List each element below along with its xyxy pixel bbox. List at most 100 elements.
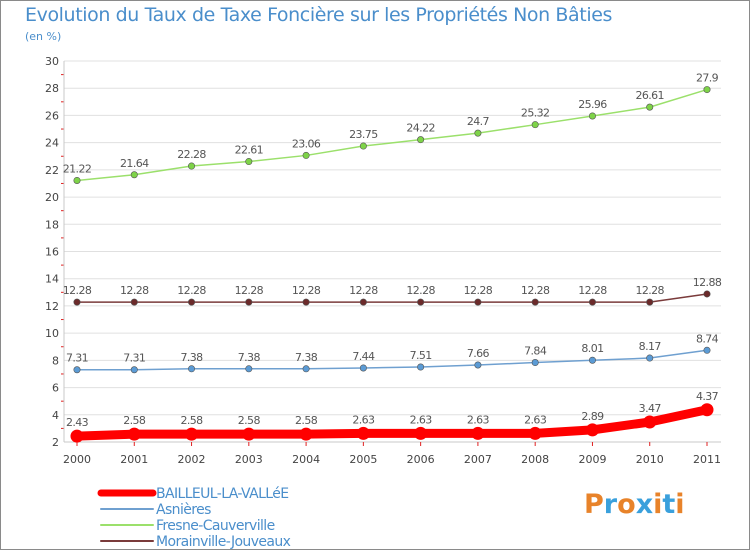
data-point <box>646 298 654 306</box>
data-point <box>73 298 81 306</box>
y-tick-label: 18 <box>45 218 59 231</box>
logo-letter: t <box>662 489 676 520</box>
data-label: 2.58 <box>238 414 261 427</box>
y-tick-label: 24 <box>45 137 59 150</box>
data-label: 12.28 <box>464 284 493 297</box>
data-point <box>414 426 428 440</box>
series-line-asni-res <box>76 349 708 371</box>
y-tick-label: 22 <box>45 164 59 177</box>
data-point <box>471 426 485 440</box>
data-label: 2.58 <box>123 414 146 427</box>
data-point <box>474 361 482 369</box>
data-point <box>245 365 253 373</box>
y-tick-label: 12 <box>45 300 59 313</box>
logo-letter: i <box>653 489 663 520</box>
x-tick-label: 2006 <box>407 453 435 466</box>
data-label: 8.01 <box>581 342 603 355</box>
data-point <box>70 429 84 443</box>
data-point <box>703 86 711 94</box>
legend-label: Asnières <box>156 502 211 518</box>
data-label: 7.66 <box>467 347 490 360</box>
data-point <box>130 366 138 374</box>
data-label: 2.89 <box>581 410 604 423</box>
data-point <box>703 346 711 354</box>
legend-label: BAILLEUL-LA-VALLéE <box>156 486 289 502</box>
data-label: 22.61 <box>235 144 264 157</box>
data-label: 12.28 <box>120 284 149 297</box>
data-label: 12.28 <box>235 284 264 297</box>
data-label: 7.31 <box>66 352 88 365</box>
data-label: 25.32 <box>521 107 550 120</box>
x-tick-label: 2000 <box>63 453 91 466</box>
data-label: 27.9 <box>696 72 719 85</box>
y-tick-label: 4 <box>52 409 59 422</box>
data-label: 25.96 <box>578 98 607 111</box>
data-point <box>299 427 313 441</box>
data-label: 8.17 <box>639 340 662 353</box>
y-tick-label: 20 <box>45 191 59 204</box>
data-point <box>703 290 711 298</box>
data-point <box>359 364 367 372</box>
data-point <box>73 366 81 374</box>
data-label: 24.7 <box>467 115 490 128</box>
chart-subtitle: (en %) <box>25 30 62 43</box>
data-label: 21.22 <box>63 162 92 175</box>
logo-letter: o <box>617 489 636 520</box>
data-label: 7.84 <box>524 345 547 358</box>
data-label: 12.28 <box>292 284 321 297</box>
data-label: 12.28 <box>521 284 550 297</box>
logo-letter: r <box>603 489 618 520</box>
data-point <box>130 171 138 179</box>
data-label: 2.63 <box>467 413 490 426</box>
data-label: 2.58 <box>295 414 318 427</box>
data-label: 12.28 <box>177 284 206 297</box>
data-label: 22.28 <box>177 148 206 161</box>
data-point <box>588 356 596 364</box>
y-tick-label: 8 <box>52 354 59 367</box>
data-label: 8.74 <box>696 332 719 345</box>
data-point <box>356 426 370 440</box>
data-point <box>245 158 253 166</box>
y-tick-label: 2 <box>52 436 59 449</box>
logo-letter: x <box>635 489 654 520</box>
data-point <box>127 427 141 441</box>
data-point <box>302 151 310 159</box>
data-label: 3.47 <box>639 402 662 415</box>
data-point <box>588 112 596 120</box>
data-point <box>700 403 714 417</box>
proxiti-logo: Proxiti <box>584 489 685 520</box>
data-point <box>245 298 253 306</box>
data-label: 24.22 <box>406 122 435 135</box>
x-tick-label: 2010 <box>636 453 664 466</box>
y-tick-label: 16 <box>45 246 59 259</box>
y-tick-label: 6 <box>52 382 59 395</box>
data-label: 7.31 <box>123 352 145 365</box>
data-point <box>417 136 425 144</box>
legend-label: Morainville-Jouveaux <box>156 534 291 549</box>
data-label: 2.58 <box>180 414 203 427</box>
data-label: 26.61 <box>635 89 664 102</box>
y-tick-label: 10 <box>45 327 59 340</box>
data-label: 12.28 <box>635 284 664 297</box>
x-tick-label: 2005 <box>349 453 377 466</box>
data-point <box>646 103 654 111</box>
data-point <box>474 129 482 137</box>
series-line-morainville-jouveaux <box>76 293 708 303</box>
chart-title: Evolution du Taux de Taxe Foncière sur l… <box>25 4 613 26</box>
series-line-bailleul-la-vall-e <box>72 405 712 441</box>
series-line-fresne-cauverville <box>76 88 708 182</box>
data-point <box>531 298 539 306</box>
data-label: 7.38 <box>295 351 318 364</box>
data-point <box>188 365 196 373</box>
data-point <box>242 427 256 441</box>
x-tick-label: 2011 <box>693 453 721 466</box>
data-label: 4.37 <box>696 390 719 403</box>
data-point <box>417 363 425 371</box>
y-tick-label: 30 <box>45 55 59 68</box>
data-label: 2.63 <box>352 413 375 426</box>
x-tick-label: 2003 <box>235 453 263 466</box>
data-point <box>474 298 482 306</box>
data-point <box>185 427 199 441</box>
data-point <box>528 426 542 440</box>
